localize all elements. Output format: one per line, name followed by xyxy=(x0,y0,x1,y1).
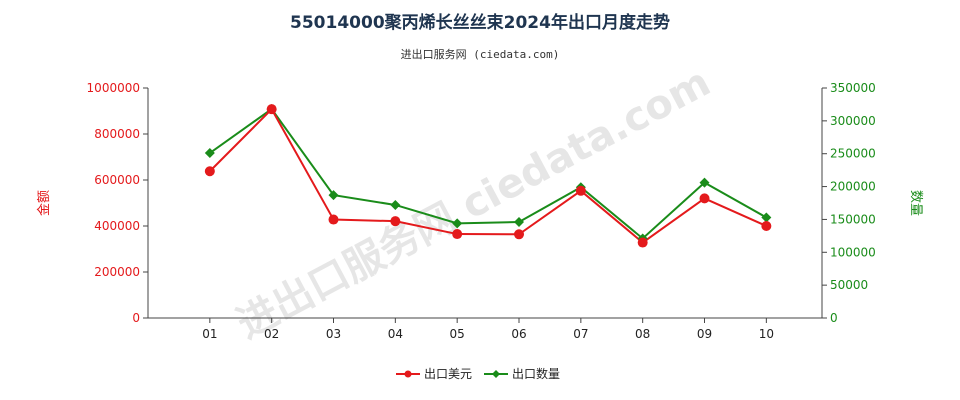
series-quantity-point xyxy=(761,212,772,223)
right-tick-label: 150000 xyxy=(830,212,876,226)
series-usd-point xyxy=(204,166,215,177)
series-usd-point xyxy=(761,221,772,231)
right-tick-label: 350000 xyxy=(830,81,876,95)
series-usd-point xyxy=(637,237,648,248)
legend-usd-label[interactable]: 出口美元 xyxy=(424,367,472,381)
legend-quantity-label[interactable]: 出口数量 xyxy=(512,366,560,381)
x-tick-label: 02 xyxy=(264,327,279,341)
series-quantity-point xyxy=(328,190,339,201)
series-usd-point xyxy=(328,214,339,225)
left-axis-title: 金额 xyxy=(36,190,52,216)
series-usd-point xyxy=(699,193,710,204)
series-quantity-point xyxy=(452,218,463,229)
series-quantity-point xyxy=(204,148,215,159)
right-tick-label: 50000 xyxy=(830,278,868,292)
left-tick-label: 400000 xyxy=(94,219,140,233)
left-tick-label: 1000000 xyxy=(87,81,140,95)
right-tick-label: 250000 xyxy=(830,147,876,161)
series-quantity-point xyxy=(699,177,710,188)
legend-quantity-marker xyxy=(492,370,500,378)
left-tick-label: 200000 xyxy=(94,265,140,279)
series-usd-point xyxy=(266,104,277,115)
x-tick-label: 05 xyxy=(450,327,465,341)
x-tick-label: 04 xyxy=(388,327,403,341)
x-tick-label: 06 xyxy=(511,327,526,341)
x-tick-label: 07 xyxy=(573,327,588,341)
series-usd-point xyxy=(390,216,401,227)
series-quantity-point xyxy=(514,217,525,228)
chart-subtitle: 进出口服务网 (ciedata.com) xyxy=(400,48,560,61)
right-tick-label: 100000 xyxy=(830,245,876,259)
chart-title: 55014000聚丙烯长丝丝束2024年出口月度走势 xyxy=(290,13,670,33)
series-quantity-line xyxy=(209,107,767,240)
series-usd-line xyxy=(209,107,767,244)
left-tick-label: 0 xyxy=(132,311,140,325)
x-tick-label: 01 xyxy=(202,327,217,341)
right-tick-label: 0 xyxy=(830,311,838,325)
right-axis-title: 数量 xyxy=(908,190,923,216)
x-tick-label: 09 xyxy=(697,327,712,341)
x-tick-label: 08 xyxy=(635,327,650,341)
left-tick-label: 600000 xyxy=(94,173,140,187)
right-tick-label: 300000 xyxy=(830,114,876,128)
x-tick-label: 10 xyxy=(759,327,774,341)
legend-usd-marker xyxy=(404,370,412,378)
left-tick-label: 800000 xyxy=(94,127,140,141)
x-tick-label: 03 xyxy=(326,327,341,341)
series-quantity-point xyxy=(390,199,401,210)
series-usd-point xyxy=(452,229,463,240)
series-usd-point xyxy=(575,185,586,196)
series-usd-point xyxy=(514,229,525,240)
watermark: 进出口服务网 ciedata.com xyxy=(230,59,718,348)
right-tick-label: 200000 xyxy=(830,180,876,194)
